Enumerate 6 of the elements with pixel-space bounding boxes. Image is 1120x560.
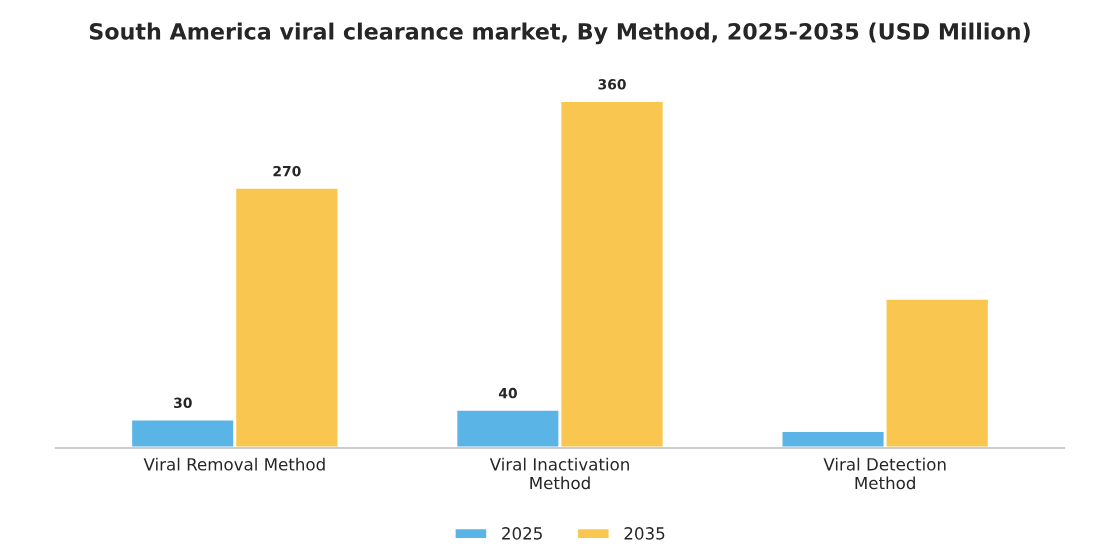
legend-label: 2025 (502, 527, 542, 540)
legend-label: 2035 (624, 527, 665, 540)
x-tick-label: Viral Detection Method (823, 457, 946, 490)
x-tick-label: Viral Inactivation Method (489, 457, 629, 490)
x-tick-label: Viral Removal Method (143, 457, 325, 471)
chart-title: South America viral clearance market, By Method, 2025-2035 (USD Million) (89, 22, 1030, 45)
